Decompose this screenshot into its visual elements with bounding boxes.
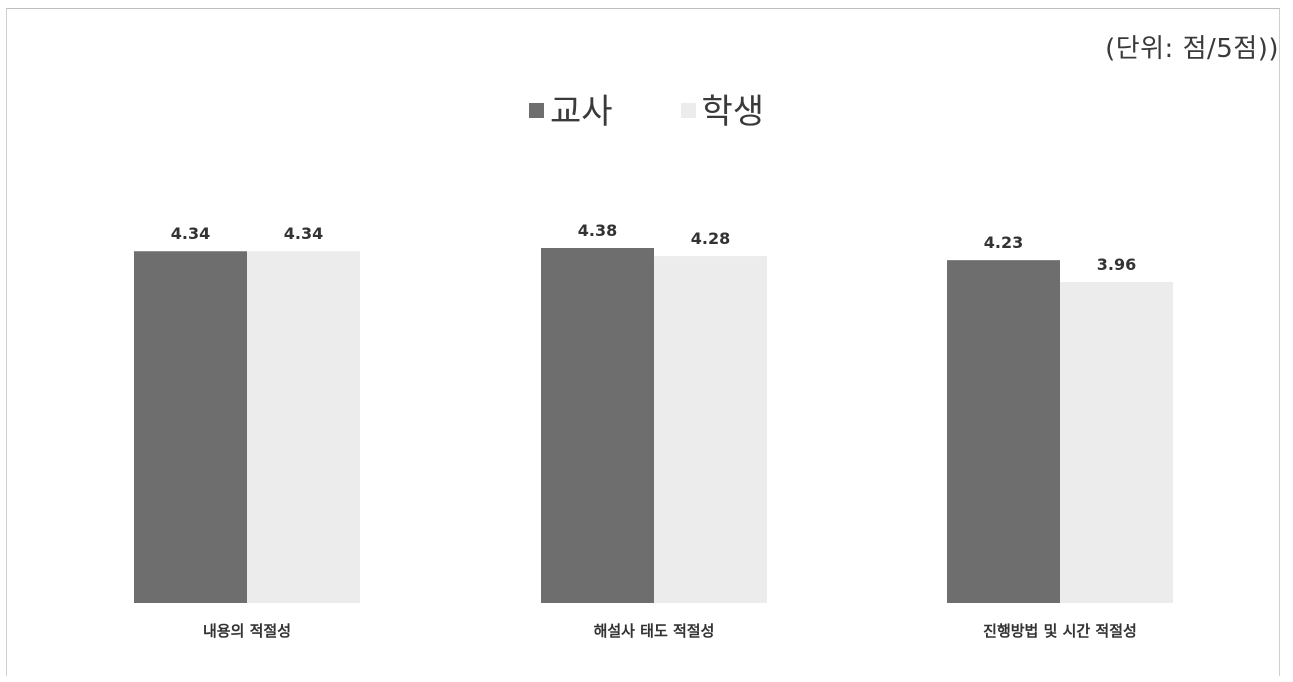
chart-legend: 교사 학생 — [0, 84, 1293, 133]
data-label-teacher-2: 4.23 — [984, 233, 1023, 252]
data-label-teacher-1: 4.38 — [578, 221, 617, 240]
data-label-student-0: 4.34 — [284, 224, 323, 243]
legend-swatch-student — [680, 103, 696, 118]
bar-teacher-0 — [134, 251, 247, 603]
legend-item-student: 학생 — [680, 84, 765, 133]
bar-student-0 — [247, 251, 360, 603]
bar-student-1 — [654, 256, 767, 603]
legend-label-teacher: 교사 — [549, 92, 613, 132]
chart-frame — [6, 8, 1280, 676]
bar-student-2 — [1060, 282, 1173, 603]
legend-swatch-teacher — [528, 103, 544, 118]
category-label-1: 해설사 태도 적절성 — [594, 622, 715, 640]
unit-note: (단위: 점/5점)) — [1105, 34, 1279, 64]
legend-label-student: 학생 — [701, 92, 765, 132]
category-label-0: 내용의 적절성 — [203, 622, 291, 640]
legend-item-teacher: 교사 — [528, 84, 613, 133]
bar-teacher-1 — [541, 248, 654, 603]
data-label-teacher-0: 4.34 — [171, 224, 210, 243]
category-label-2: 진행방법 및 시간 적절성 — [983, 622, 1137, 640]
bar-teacher-2 — [947, 260, 1060, 603]
data-label-student-1: 4.28 — [691, 229, 730, 248]
data-label-student-2: 3.96 — [1097, 255, 1136, 274]
